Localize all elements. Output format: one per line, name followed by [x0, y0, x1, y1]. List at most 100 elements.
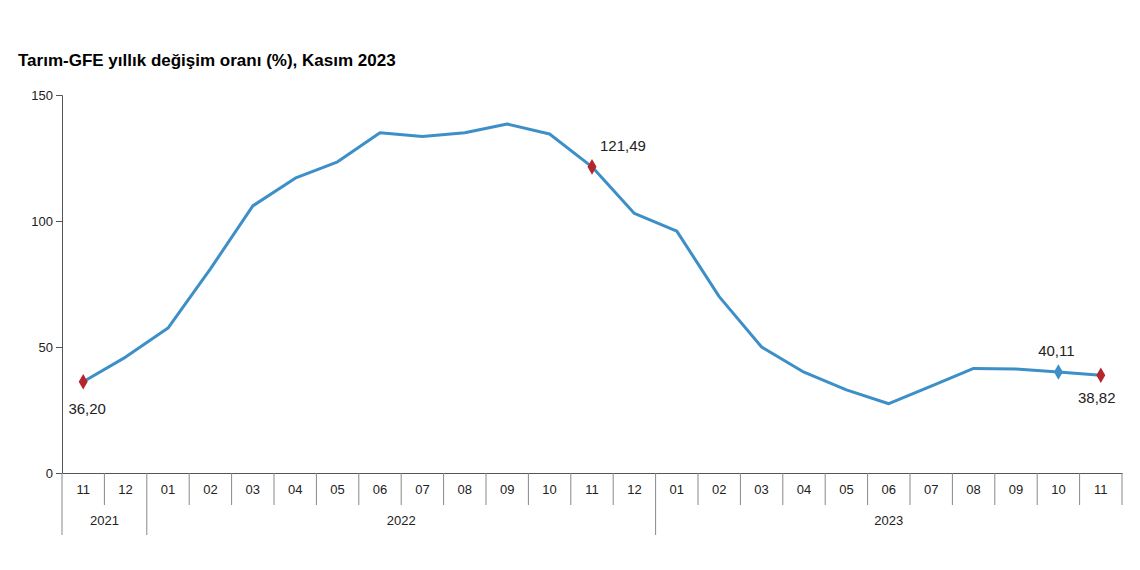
y-axis-line	[56, 96, 63, 474]
x-tick-label: 06	[373, 482, 387, 497]
y-axis: 0 50 100 150	[31, 88, 62, 481]
y-tick-mark	[56, 221, 62, 222]
y-tick: 150	[31, 88, 62, 103]
x-tick: 10	[542, 473, 556, 497]
x-group-label: 2023	[874, 513, 903, 528]
x-tick-label: 11	[1094, 482, 1108, 497]
x-tick-label: 06	[882, 482, 896, 497]
data-label: 36,20	[68, 400, 106, 417]
category-separator	[570, 473, 571, 505]
y-tick-label: 50	[39, 340, 53, 355]
category-separator	[1079, 473, 1080, 505]
group-separator	[146, 473, 147, 535]
x-axis: 11 12 01 02 03 04 05 06 07 08 09 10 11 12 01 02 03 04 05 06…	[63, 473, 1123, 497]
y-tick-mark	[56, 473, 62, 474]
x-tick-label: 02	[203, 482, 217, 497]
x-tick: 04	[288, 473, 302, 497]
category-separator	[104, 473, 105, 505]
data-label: 121,49	[600, 137, 646, 154]
data-label: 38,82	[1078, 389, 1116, 406]
x-tick: 06	[882, 473, 896, 497]
chart: Tarım-GFE yıllık değişim oranı (%), Kası…	[0, 0, 1140, 570]
y-tick-label: 100	[31, 214, 53, 229]
category-separator	[231, 473, 232, 505]
category-separator	[1037, 473, 1038, 505]
x-tick: 02	[203, 473, 217, 497]
x-tick: 12	[627, 473, 641, 497]
x-tick-label: 01	[670, 482, 684, 497]
category-separator	[443, 473, 444, 505]
category-separator	[401, 473, 402, 505]
x-group-label: 2021	[90, 513, 119, 528]
x-tick-label: 12	[118, 482, 132, 497]
x-tick-label: 03	[754, 482, 768, 497]
x-tick-label: 07	[415, 482, 429, 497]
category-separator	[358, 473, 359, 505]
x-tick-label: 05	[330, 482, 344, 497]
point-marker	[1096, 367, 1105, 383]
x-tick-label: 08	[458, 482, 472, 497]
category-separator	[316, 473, 317, 505]
x-tick: 09	[500, 473, 514, 497]
x-tick: 11	[1094, 473, 1108, 497]
x-tick: 03	[246, 473, 260, 497]
y-tick: 50	[39, 340, 62, 355]
plot-area	[79, 124, 1106, 404]
group-separator	[655, 473, 656, 535]
category-separator	[825, 473, 826, 505]
x-tick-label: 02	[712, 482, 726, 497]
category-separator	[867, 473, 868, 505]
category-separator	[910, 473, 911, 505]
x-tick-label: 11	[585, 482, 599, 497]
x-tick: 01	[670, 473, 684, 497]
x-tick-label: 12	[627, 482, 641, 497]
category-separator	[698, 473, 699, 505]
data-label: 40,11	[1038, 342, 1074, 359]
x-tick: 04	[797, 473, 811, 497]
category-separator	[189, 473, 190, 505]
x-tick: 05	[330, 473, 344, 497]
y-tick-label: 0	[46, 466, 53, 481]
x-tick-label: 10	[1051, 482, 1065, 497]
line	[83, 124, 1101, 404]
x-tick: 03	[754, 473, 768, 497]
x-tick: 12	[118, 473, 132, 497]
x-tick-label: 01	[161, 482, 175, 497]
group-separator	[62, 473, 63, 535]
x-tick-label: 09	[1009, 482, 1023, 497]
x-tick: 09	[1009, 473, 1023, 497]
x-axis-line	[63, 473, 1123, 474]
category-separator	[1122, 473, 1123, 505]
category-separator	[740, 473, 741, 505]
y-tick-mark	[56, 95, 62, 96]
x-tick: 10	[1051, 473, 1065, 497]
y-tick: 0	[46, 466, 62, 481]
x-tick-label: 05	[839, 482, 853, 497]
x-tick-label: 07	[924, 482, 938, 497]
category-separator	[528, 473, 529, 505]
y-tick: 100	[31, 214, 62, 229]
x-tick-label: 08	[966, 482, 980, 497]
x-tick: 11	[585, 473, 599, 497]
point-marker	[588, 159, 597, 175]
point-marker	[1054, 364, 1063, 380]
x-tick-label: 03	[246, 482, 260, 497]
x-tick-label: 11	[76, 482, 90, 497]
y-tick-label: 150	[31, 88, 53, 103]
x-tick: 11	[76, 473, 90, 497]
x-tick-label: 04	[797, 482, 811, 497]
x-tick: 08	[966, 473, 980, 497]
y-tick-mark	[56, 347, 62, 348]
x-tick: 06	[373, 473, 387, 497]
category-separator	[486, 473, 487, 505]
x-tick: 02	[712, 473, 726, 497]
data-labels: 36,20 121,49 40,11 38,82	[68, 137, 1115, 417]
x-group-label: 2022	[387, 513, 416, 528]
x-tick: 01	[161, 473, 175, 497]
category-separator	[613, 473, 614, 505]
category-separator	[994, 473, 995, 505]
category-separator	[782, 473, 783, 505]
title: Tarım-GFE yıllık değişim oranı (%), Kası…	[18, 51, 396, 70]
point-marker	[79, 374, 88, 390]
x-tick-label: 10	[542, 482, 556, 497]
